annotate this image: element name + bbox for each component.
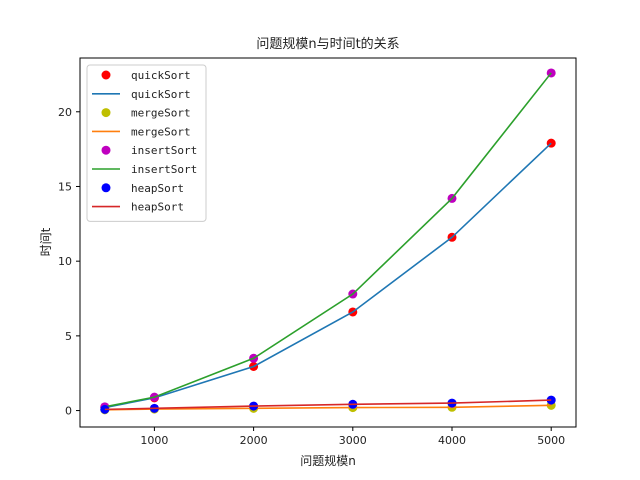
x-tick-label-0: 1000 — [140, 434, 168, 447]
chart-title: 问题规模n与时间t的关系 — [256, 36, 399, 52]
x-tick-label-4: 5000 — [537, 434, 565, 447]
y-axis-label: 时间t — [39, 227, 53, 256]
legend: quickSort quickSort mergeSort mergeSort inse… — [86, 64, 207, 222]
legend-label-line-mergeSort: mergeSort — [131, 125, 191, 138]
legend-label-marker-insertSort: insertSort — [131, 144, 197, 157]
line-heapSort — [104, 399, 552, 411]
x-tick-label-2: 3000 — [339, 434, 367, 447]
y-tick-label-4: 20 — [58, 106, 72, 119]
axes-frame — [79, 57, 577, 428]
legend-marker-mergeSort — [101, 108, 111, 118]
x-axis-label: 问题规模n — [300, 453, 356, 468]
legend-box — [86, 64, 207, 222]
x-tick-label-3: 4000 — [438, 434, 466, 447]
legend-label-line-insertSort: insertSort — [131, 163, 197, 176]
legend-label-line-heapSort: heapSort — [131, 201, 184, 214]
legend-marker-quickSort — [101, 70, 111, 80]
legend-label-line-quickSort: quickSort — [131, 88, 191, 101]
y-tick-label-0: 0 — [65, 405, 72, 418]
x-axis: 1000 2000 3000 4000 5000 — [140, 427, 565, 447]
y-axis: 0 5 10 15 20 — [58, 106, 80, 418]
legend-label-marker-heapSort: heapSort — [131, 182, 184, 195]
line-insertSort — [104, 72, 552, 408]
legend-label-marker-quickSort: quickSort — [131, 69, 191, 82]
legend-marker-insertSort — [101, 145, 111, 155]
legend-label-marker-mergeSort: mergeSort — [131, 107, 191, 120]
plot-area — [100, 68, 556, 415]
y-tick-label-3: 15 — [58, 180, 72, 193]
y-tick-label-2: 10 — [58, 255, 72, 268]
y-tick-label-1: 5 — [65, 330, 72, 343]
legend-marker-heapSort — [101, 183, 111, 193]
x-tick-label-1: 2000 — [240, 434, 268, 447]
